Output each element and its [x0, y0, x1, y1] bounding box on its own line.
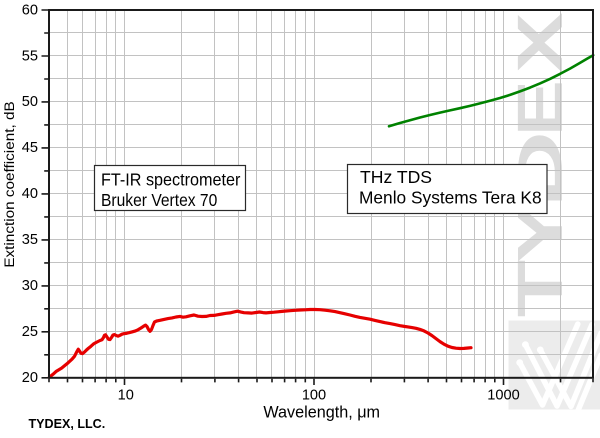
- svg-text:Extinction coefficient, dB: Extinction coefficient, dB: [3, 101, 18, 267]
- svg-text:30: 30: [22, 278, 38, 294]
- svg-text:1000: 1000: [487, 387, 519, 403]
- svg-text:45: 45: [22, 140, 38, 156]
- svg-text:X: X: [504, 12, 576, 73]
- svg-text:40: 40: [22, 186, 38, 202]
- svg-text:THz TDS: THz TDS: [360, 167, 432, 187]
- svg-text:60: 60: [22, 2, 38, 18]
- svg-text:55: 55: [22, 48, 38, 64]
- svg-text:20: 20: [22, 370, 38, 386]
- svg-text:Bruker Vertex 70: Bruker Vertex 70: [101, 190, 217, 210]
- svg-text:50: 50: [22, 94, 38, 110]
- svg-text:Wavelength, μm: Wavelength, μm: [263, 403, 380, 421]
- svg-text:FT-IR spectrometer: FT-IR spectrometer: [101, 170, 241, 190]
- svg-text:TYDEX, LLC.: TYDEX, LLC.: [29, 416, 106, 431]
- svg-text:E: E: [504, 80, 576, 136]
- svg-text:Menlo Systems Tera K8: Menlo Systems Tera K8: [359, 187, 542, 207]
- svg-text:25: 25: [22, 324, 38, 340]
- svg-text:35: 35: [22, 232, 38, 248]
- svg-text:10: 10: [118, 387, 134, 403]
- svg-text:100: 100: [302, 387, 326, 403]
